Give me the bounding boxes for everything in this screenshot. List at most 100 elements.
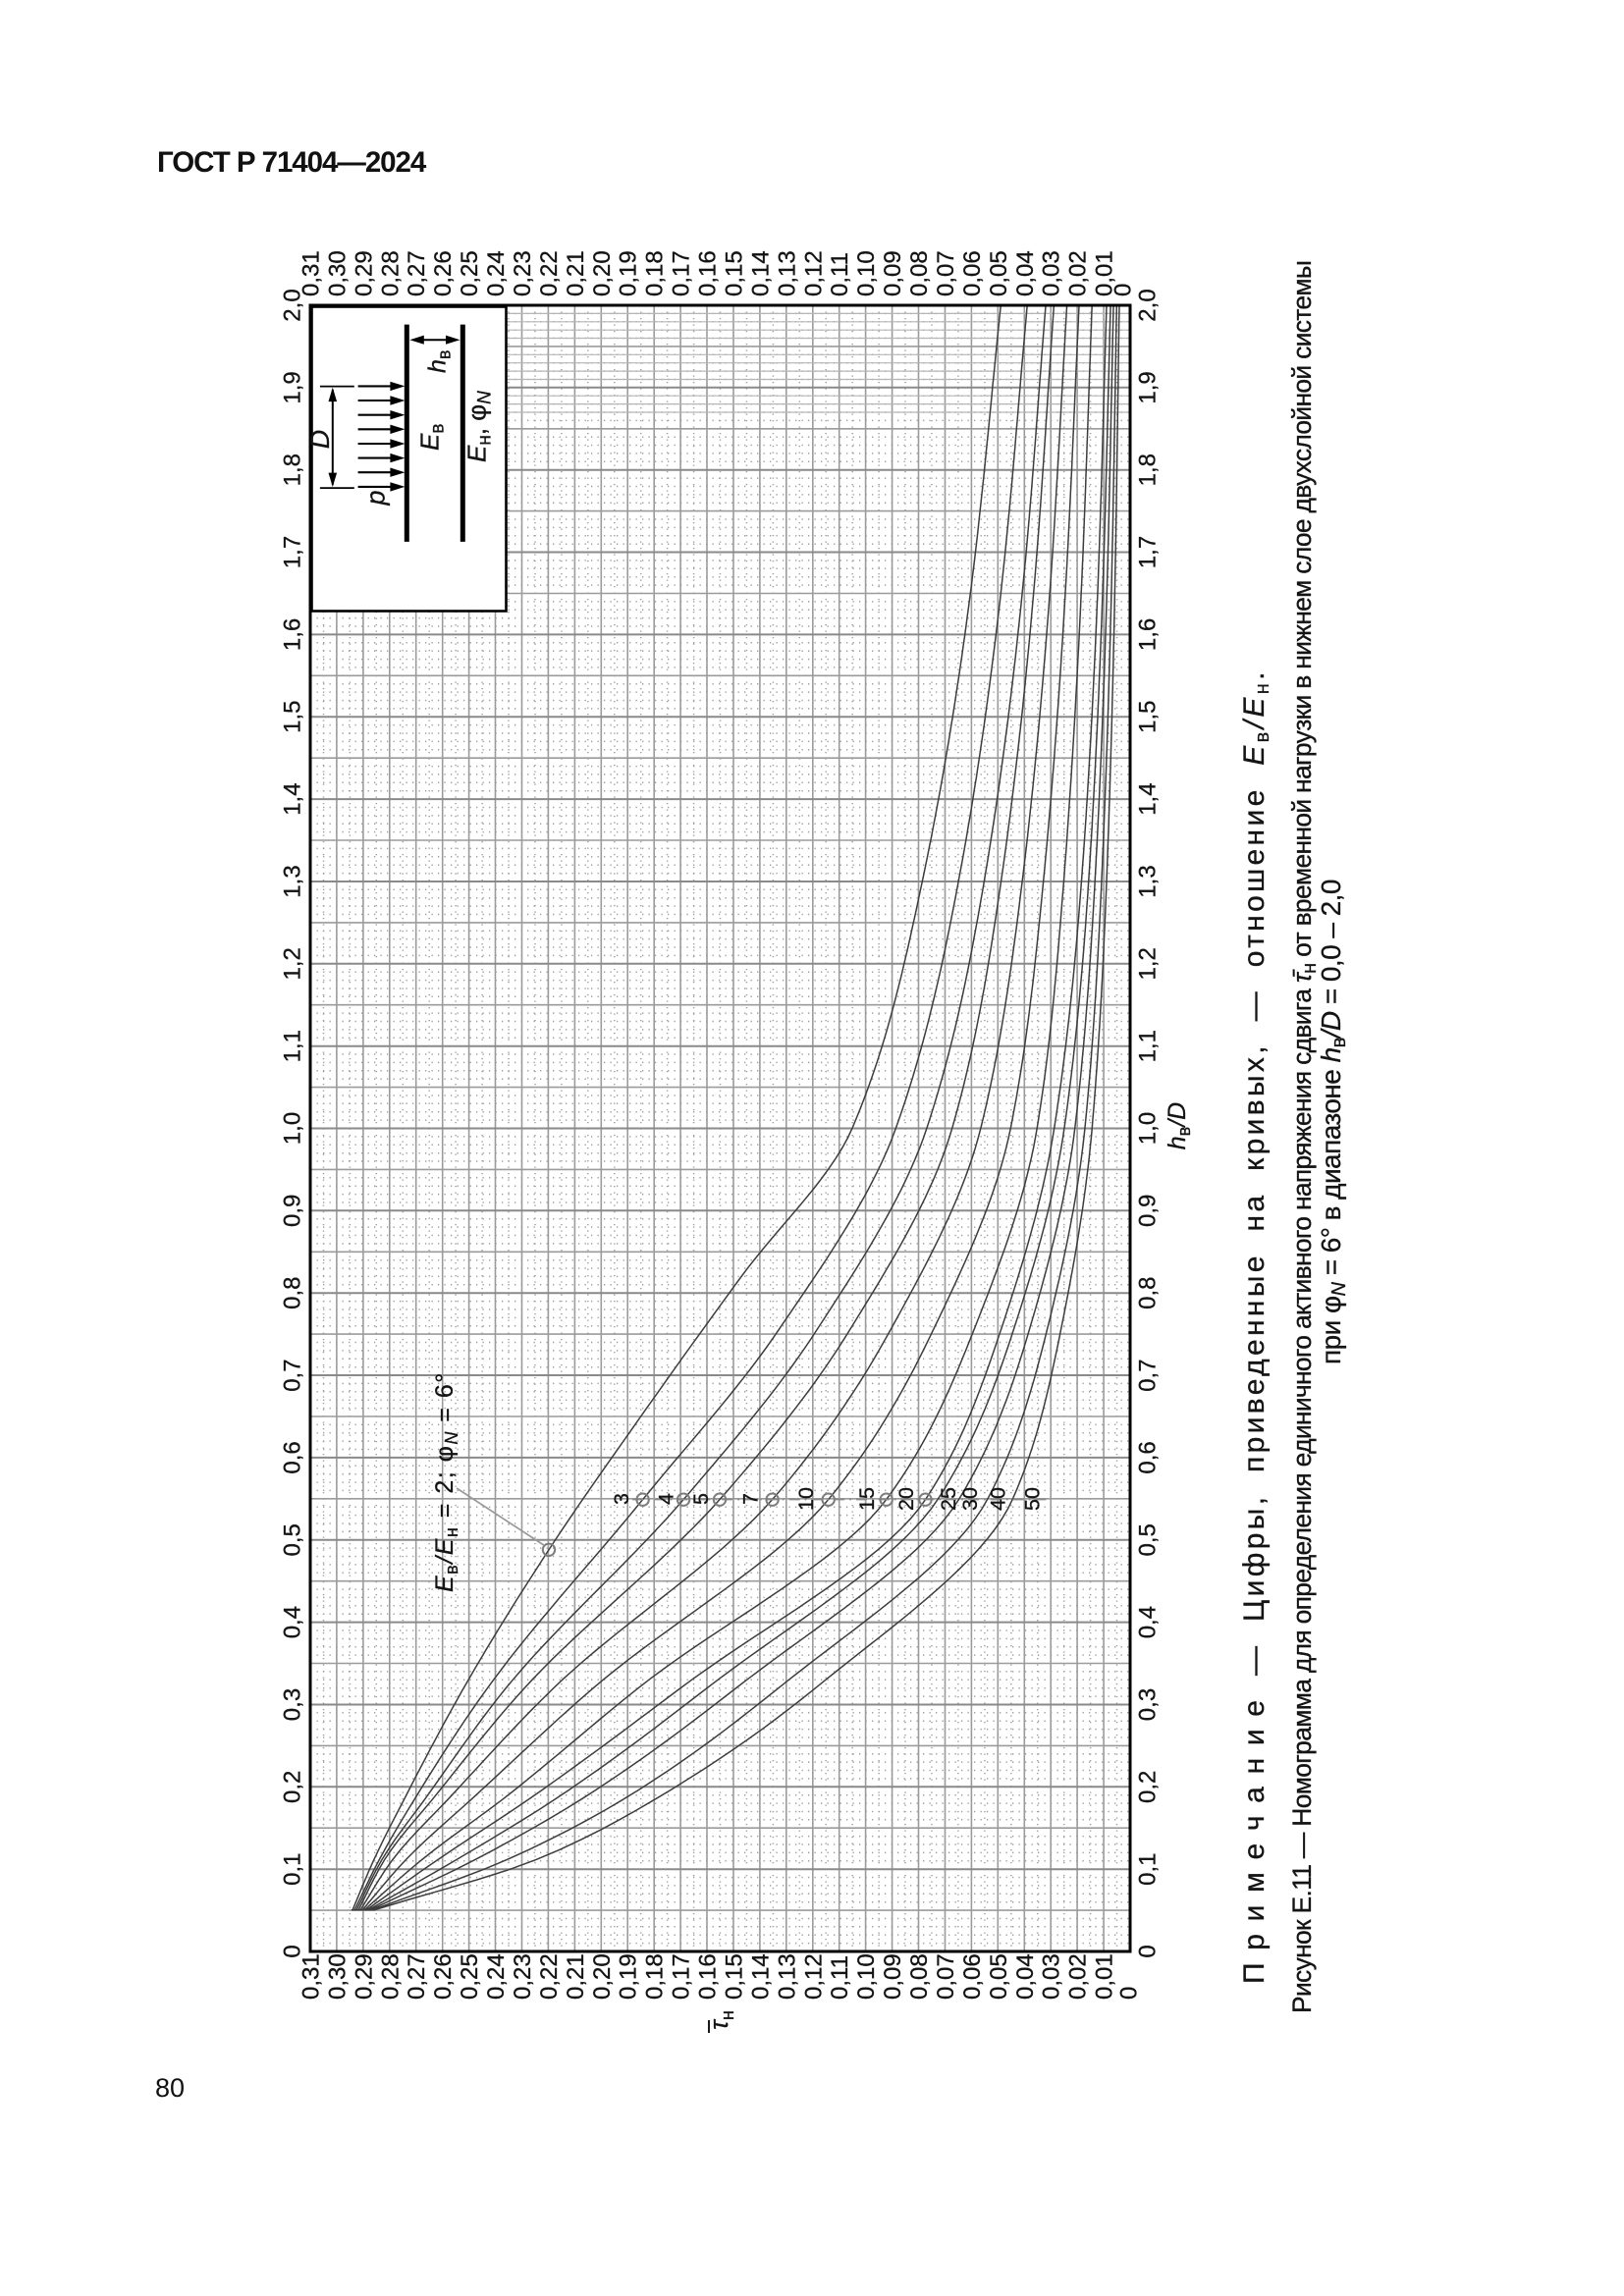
- svg-text:0,03: 0,03: [1039, 250, 1065, 296]
- svg-text:0,26: 0,26: [430, 1953, 457, 2000]
- svg-text:0,14: 0,14: [747, 250, 774, 296]
- svg-text:3: 3: [610, 1493, 633, 1505]
- svg-text:0,02: 0,02: [1065, 1953, 1092, 2000]
- svg-text:0,28: 0,28: [377, 250, 404, 296]
- svg-text:30: 30: [958, 1487, 982, 1511]
- svg-text:0,4: 0,4: [280, 1606, 306, 1638]
- svg-text:0,15: 0,15: [722, 250, 748, 296]
- svg-text:0,9: 0,9: [280, 1195, 306, 1227]
- svg-text:0,14: 0,14: [747, 1953, 774, 2000]
- svg-text:0,13: 0,13: [774, 250, 800, 296]
- svg-text:0,01: 0,01: [1092, 250, 1118, 296]
- svg-text:1,9: 1,9: [280, 371, 306, 403]
- svg-text:0,27: 0,27: [404, 1953, 430, 2000]
- svg-text:0,1: 0,1: [1135, 1853, 1162, 1886]
- svg-text:Eв/Eн = 2; φN = 6°: Eв/Eн = 2; φN = 6°: [431, 1371, 461, 1592]
- svg-text:0,5: 0,5: [1135, 1523, 1162, 1556]
- svg-text:20: 20: [894, 1487, 918, 1511]
- svg-text:D: D: [305, 430, 335, 450]
- svg-text:15: 15: [855, 1487, 879, 1511]
- svg-text:1,7: 1,7: [280, 536, 306, 568]
- svg-text:0: 0: [280, 1945, 306, 1957]
- svg-text:0,23: 0,23: [510, 1953, 536, 2000]
- svg-text:p: p: [361, 490, 391, 506]
- svg-text:0,18: 0,18: [642, 250, 669, 296]
- svg-text:1,8: 1,8: [280, 454, 306, 486]
- svg-text:0,31: 0,31: [298, 1953, 325, 2000]
- svg-text:0,08: 0,08: [906, 250, 933, 296]
- svg-text:0,28: 0,28: [377, 1953, 404, 2000]
- svg-text:0,13: 0,13: [774, 1953, 800, 2000]
- svg-text:0,21: 0,21: [563, 1953, 589, 2000]
- svg-text:7: 7: [739, 1493, 763, 1505]
- svg-text:0,16: 0,16: [695, 250, 722, 296]
- svg-text:0,24: 0,24: [483, 250, 510, 296]
- svg-text:40: 40: [987, 1487, 1010, 1511]
- svg-text:10: 10: [794, 1487, 818, 1511]
- svg-text:0,10: 0,10: [853, 250, 880, 296]
- svg-text:0,29: 0,29: [351, 250, 377, 296]
- svg-text:0,6: 0,6: [1135, 1441, 1162, 1473]
- svg-text:1,2: 1,2: [280, 947, 306, 980]
- svg-text:0,20: 0,20: [589, 250, 616, 296]
- svg-text:0,18: 0,18: [642, 1953, 669, 2000]
- svg-text:0,03: 0,03: [1039, 1953, 1065, 2000]
- svg-text:0,3: 0,3: [1135, 1688, 1162, 1721]
- svg-text:0,10: 0,10: [853, 1953, 880, 2000]
- svg-text:1,0: 1,0: [1135, 1112, 1162, 1145]
- svg-text:hв/D: hв/D: [1164, 1102, 1194, 1149]
- svg-text:0,09: 0,09: [880, 250, 906, 296]
- svg-text:0,22: 0,22: [536, 250, 563, 296]
- svg-text:1,6: 1,6: [1135, 618, 1162, 651]
- svg-text:0,25: 0,25: [457, 1953, 483, 2000]
- svg-text:1,7: 1,7: [1135, 536, 1162, 568]
- svg-text:0,04: 0,04: [1012, 1953, 1039, 2000]
- svg-text:0,30: 0,30: [324, 1953, 351, 2000]
- svg-text:при φN = 6° в диапазоне hв/D =: при φN = 6° в диапазоне hв/D = 0,0 – 2,0: [1316, 880, 1350, 1364]
- svg-text:0: 0: [1135, 1945, 1162, 1957]
- svg-text:0,07: 0,07: [933, 250, 959, 296]
- svg-text:0,25: 0,25: [457, 250, 483, 296]
- svg-text:Eн, φN: Eн, φN: [462, 391, 496, 462]
- svg-text:0,12: 0,12: [800, 1953, 827, 2000]
- svg-text:2,0: 2,0: [280, 289, 306, 321]
- svg-text:0,7: 0,7: [1135, 1359, 1162, 1391]
- svg-text:0,1: 0,1: [280, 1853, 306, 1886]
- svg-text:0,24: 0,24: [483, 1953, 510, 2000]
- svg-text:1,5: 1,5: [1135, 701, 1162, 733]
- svg-text:0,19: 0,19: [616, 1953, 642, 2000]
- svg-text:0,8: 0,8: [280, 1277, 306, 1309]
- svg-text:1,9: 1,9: [1135, 371, 1162, 403]
- svg-text:1,3: 1,3: [1135, 865, 1162, 897]
- svg-text:1,8: 1,8: [1135, 454, 1162, 486]
- svg-text:0,22: 0,22: [536, 1953, 563, 2000]
- svg-text:0,04: 0,04: [1012, 250, 1039, 296]
- svg-text:0,17: 0,17: [669, 250, 695, 296]
- svg-text:1,1: 1,1: [1135, 1030, 1162, 1062]
- svg-text:0: 0: [1110, 284, 1137, 296]
- svg-text:0,08: 0,08: [906, 1953, 933, 2000]
- svg-text:50: 50: [1020, 1487, 1044, 1511]
- svg-text:0,5: 0,5: [280, 1523, 306, 1556]
- svg-text:1,4: 1,4: [280, 782, 306, 815]
- svg-text:0,4: 0,4: [1135, 1606, 1162, 1638]
- svg-text:0,09: 0,09: [880, 1953, 906, 2000]
- svg-text:0,20: 0,20: [589, 1953, 616, 2000]
- svg-text:0,01: 0,01: [1092, 1953, 1118, 2000]
- svg-text:5: 5: [689, 1493, 713, 1505]
- svg-text:0,2: 0,2: [1135, 1771, 1162, 1803]
- svg-text:0,9: 0,9: [1135, 1195, 1162, 1227]
- svg-text:0,06: 0,06: [959, 1953, 986, 2000]
- svg-text:25: 25: [937, 1487, 960, 1511]
- svg-text:0,7: 0,7: [280, 1359, 306, 1391]
- svg-text:0,29: 0,29: [351, 1953, 377, 2000]
- svg-text:0,27: 0,27: [404, 250, 430, 296]
- svg-text:0,15: 0,15: [722, 1953, 748, 2000]
- svg-text:0,31: 0,31: [298, 250, 325, 296]
- svg-text:0,16: 0,16: [695, 1953, 722, 2000]
- svg-text:1,5: 1,5: [280, 701, 306, 733]
- svg-text:0,2: 0,2: [280, 1771, 306, 1803]
- svg-text:0,02: 0,02: [1065, 250, 1092, 296]
- svg-text:0,06: 0,06: [959, 250, 986, 296]
- svg-text:1,6: 1,6: [280, 618, 306, 651]
